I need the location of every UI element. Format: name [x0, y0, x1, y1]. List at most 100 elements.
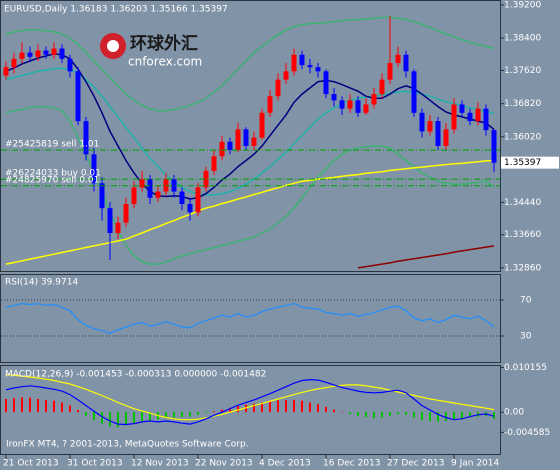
candle-body	[219, 141, 225, 157]
histogram-bar	[45, 399, 47, 413]
histogram-bar	[53, 400, 55, 413]
candle-body	[467, 112, 473, 122]
histogram-bar	[205, 412, 207, 414]
candle-body	[251, 137, 257, 146]
histogram-bar	[261, 402, 263, 413]
histogram-bar	[341, 411, 343, 413]
histogram-bar	[69, 405, 71, 413]
candle-body	[243, 129, 249, 146]
histogram-bar	[133, 412, 135, 424]
histogram-bar	[29, 397, 31, 413]
histogram-bar	[173, 412, 175, 418]
histogram-bar	[269, 401, 271, 413]
candle-body	[491, 130, 497, 163]
order-label: #26224033 buy 0.01	[5, 169, 101, 179]
y-tick-label: 1.36020	[504, 132, 541, 142]
candle-body	[67, 58, 73, 72]
histogram-bar	[37, 399, 39, 413]
candle-body	[267, 96, 273, 113]
x-tick-label: 9 Jan 2014	[451, 459, 499, 469]
histogram-bar	[437, 412, 439, 422]
candle-body	[315, 67, 321, 72]
histogram-bar	[229, 407, 231, 413]
candle-body	[91, 154, 97, 184]
main-panel	[0, 0, 501, 272]
y-tick-label: 1.33660	[504, 230, 541, 240]
candle-body	[355, 100, 361, 113]
histogram-bar	[413, 412, 415, 418]
histogram-bar	[349, 412, 351, 414]
histogram-bar	[301, 400, 303, 413]
histogram-bar	[61, 402, 63, 413]
candle-body	[123, 204, 129, 223]
histogram-bar	[453, 412, 455, 420]
candle-body	[131, 187, 137, 204]
candle-body	[443, 129, 449, 146]
histogram-bar	[277, 400, 279, 413]
footer: IronFX MT4, ? 2001-2013, MetaQuotes Soft…	[6, 440, 249, 450]
candle-body	[235, 129, 241, 151]
y-tick-label: 1.36820	[504, 99, 541, 109]
watermark: cnforex.com	[128, 55, 202, 69]
candle-body	[307, 65, 313, 68]
histogram-bar	[165, 412, 167, 419]
candle-body	[187, 204, 193, 213]
indicator-line	[5, 374, 495, 421]
candle-body	[283, 71, 289, 80]
histogram-bar	[285, 399, 287, 413]
candle-body	[387, 63, 393, 80]
y-tick-label: 0.00	[504, 408, 524, 418]
candle-body	[3, 67, 9, 76]
panel-title: RSI(14) 39.9714	[5, 278, 78, 288]
candle-body	[475, 108, 481, 122]
candle-body	[27, 52, 33, 57]
histogram-bar	[445, 412, 447, 421]
indicator-line	[5, 378, 495, 426]
histogram-bar	[429, 412, 431, 421]
histogram-bar	[109, 412, 111, 427]
candle-body	[179, 191, 185, 204]
candle-body	[483, 108, 489, 131]
histogram-bar	[141, 412, 143, 422]
x-tick-label: 12 Nov 2013	[131, 459, 189, 469]
histogram-bar	[381, 412, 383, 418]
histogram-bar	[5, 399, 7, 413]
histogram-bar	[101, 412, 103, 424]
candle-body	[35, 50, 41, 57]
histogram-bar	[21, 397, 23, 413]
last-price-box	[501, 156, 559, 169]
y-tick-label: 30	[520, 332, 532, 342]
candle-body	[75, 71, 81, 122]
histogram-bar	[325, 406, 327, 413]
watermark-icon-center	[107, 40, 119, 52]
candle-body	[11, 58, 17, 68]
y-tick-label: 1.32860	[504, 263, 541, 273]
candle-body	[451, 104, 457, 130]
histogram-bar	[357, 412, 359, 416]
candle-body	[59, 48, 65, 59]
candle-body	[203, 170, 209, 188]
candle-body	[435, 121, 441, 146]
x-tick-label: 16 Dec 2013	[323, 459, 381, 469]
histogram-bar	[365, 412, 367, 418]
candle-body	[379, 79, 385, 95]
histogram-bar	[85, 412, 87, 416]
histogram-bar	[309, 402, 311, 413]
y-tick-label: 70	[520, 296, 532, 306]
candle-body	[459, 104, 465, 113]
candle-body	[427, 121, 433, 132]
histogram-bar	[469, 412, 471, 418]
y-tick-label: 0.010155	[504, 363, 547, 373]
histogram-bar	[245, 404, 247, 413]
candle-body	[331, 94, 337, 101]
candle-body	[347, 100, 353, 109]
histogram-bar	[493, 412, 495, 419]
x-tick-label: 21 Oct 2013	[3, 459, 59, 469]
histogram-bar	[317, 404, 319, 413]
candle-body	[275, 79, 281, 97]
histogram-bar	[389, 412, 391, 416]
indicator-line	[5, 16, 495, 112]
x-tick-label: 27 Dec 2013	[387, 459, 445, 469]
histogram-bar	[93, 412, 95, 421]
y-tick-label: 1.39200	[504, 0, 541, 10]
